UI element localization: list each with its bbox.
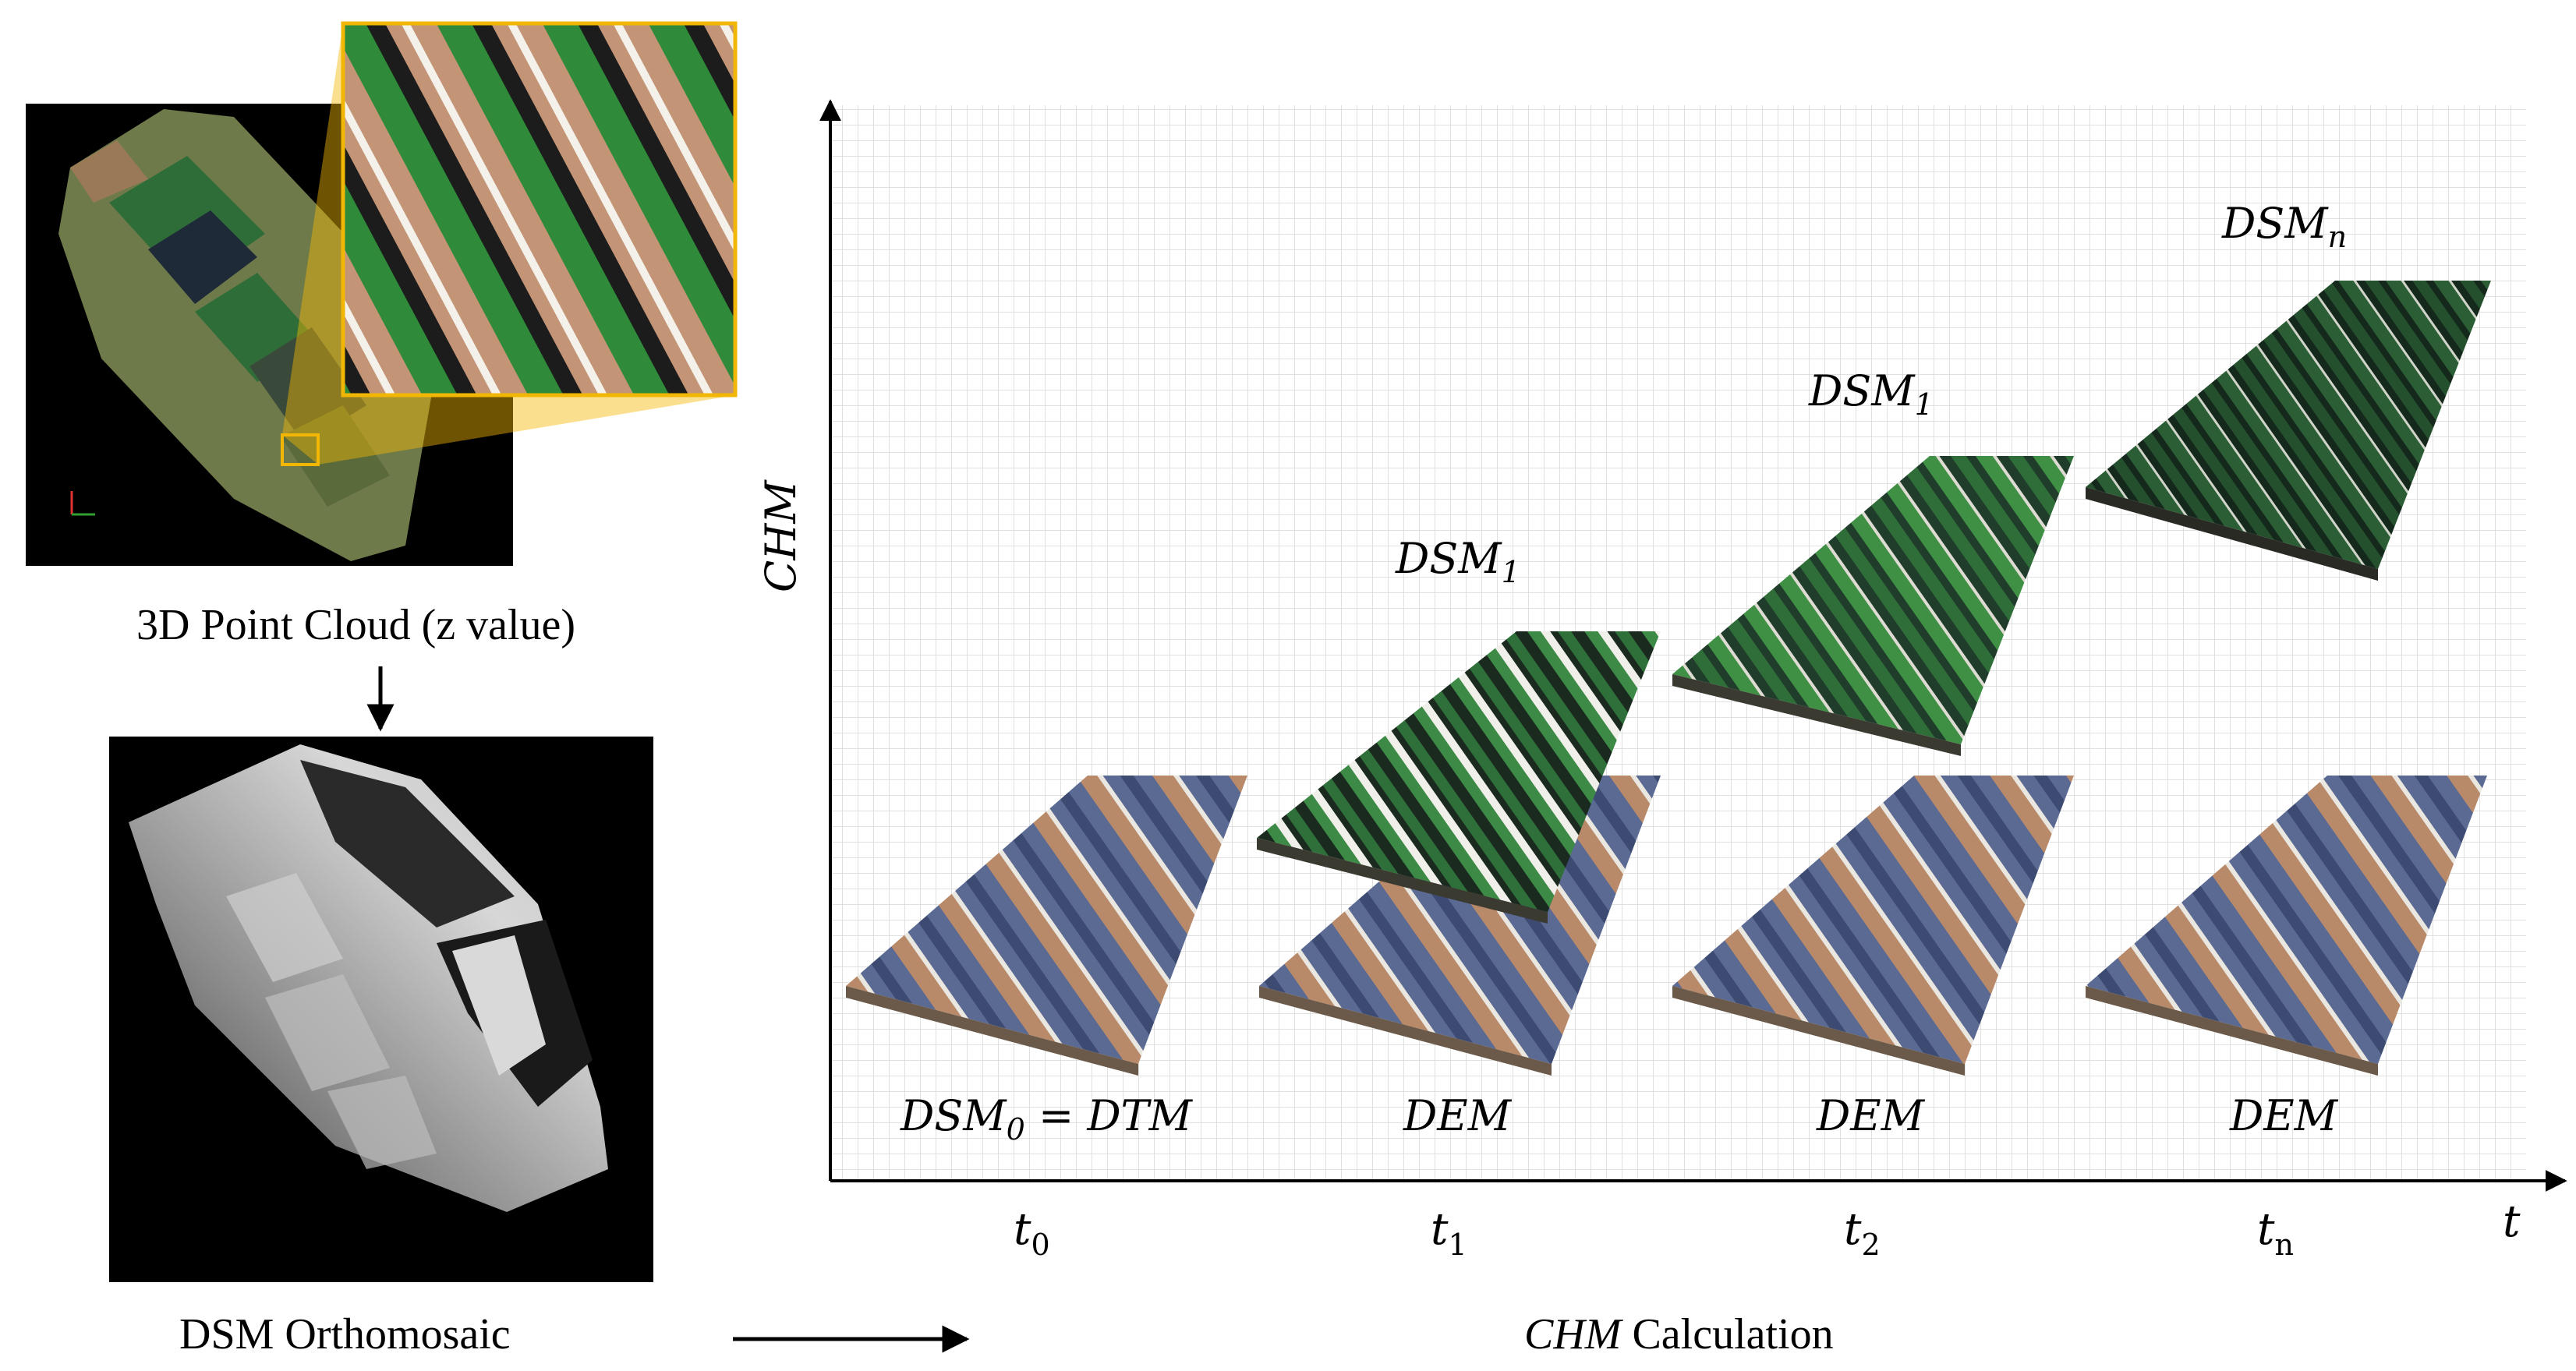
chm-calculation-caption: CHM Calculation <box>1524 1309 1834 1359</box>
tick-tn: tn <box>2257 1204 2294 1262</box>
field-dtm-t0 <box>846 776 1247 1076</box>
x-axis-label: t <box>2503 1196 2521 1247</box>
label-dem-t1: DEM <box>1403 1091 1512 1140</box>
dsm-caption: DSM Orthomosaic <box>179 1310 511 1359</box>
point-cloud-caption: 3D Point Cloud (z value) <box>136 601 576 649</box>
chm-calculation-rest: Calculation <box>1621 1310 1834 1359</box>
field-dem-tn <box>2086 776 2487 1076</box>
tick-t2: t2 <box>1844 1204 1881 1262</box>
label-dem-tn: DEM <box>2230 1091 2338 1140</box>
label-dem-t2: DEM <box>1817 1091 1925 1140</box>
y-axis-label: CHM <box>756 480 805 592</box>
tick-t1: t1 <box>1431 1204 1467 1262</box>
field-dsm1-t1 <box>1257 631 1661 924</box>
tick-t0: t0 <box>1014 1204 1050 1262</box>
closeup-image <box>341 21 738 398</box>
label-dsm1-t1: DSM1 <box>1396 534 1520 589</box>
dsm-orthomosaic-image <box>109 737 653 1282</box>
field-dem-t2 <box>1672 776 2074 1076</box>
chm-calculation-italic: CHM <box>1524 1310 1622 1359</box>
label-dsm1-t2: DSM1 <box>1809 366 1934 422</box>
label-dsm0-dtm: DSM0 = DTM <box>901 1091 1192 1147</box>
label-dsmn-tn: DSMn <box>2222 199 2348 254</box>
field-dsm1-t2 <box>1672 456 2074 756</box>
field-dsmn-tn <box>2086 281 2491 581</box>
